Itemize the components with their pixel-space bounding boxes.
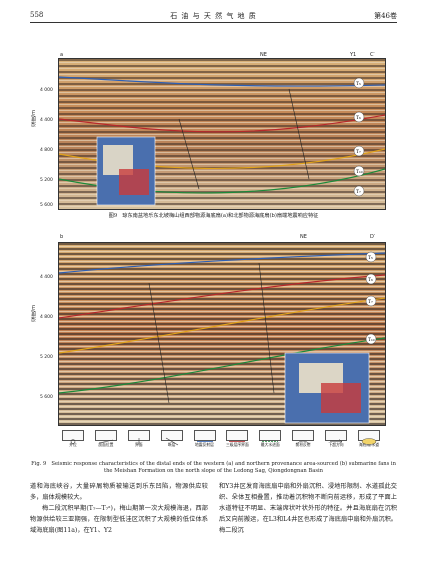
legend-item: 下超方向 [321, 430, 351, 450]
legend-item: 地震反射层 [190, 430, 220, 450]
figure-caption-en-2: the Meishan Formation on the north slope… [104, 468, 323, 474]
seismic-image-b: T₅ T₆ T₇ T₁₀ [59, 243, 385, 425]
seismic-section-a: T₅ T₆ T₇ T₁₀ T₇ [58, 58, 386, 210]
fig-b-horizon: T₁₀ [368, 337, 375, 343]
fig-a-y-tick: 5 600 [40, 203, 53, 208]
paragraph: 道和海底峡谷，大量碎屑物质被输送到乐东凹陷，物源供应较多，扇体规模较大。 [30, 483, 208, 501]
body-column-right: 和Y3井区发育海底扇中扇和外扇沉积、浸地形限制、水道孤此交织、朵体互相叠置，推动… [219, 481, 397, 536]
fig-a-horizon: T₅ [356, 81, 361, 87]
fig-b-y-tick: 5 600 [40, 395, 53, 400]
seismic-image-a: T₅ T₆ T₇ T₁₀ T₇ [59, 59, 385, 209]
fig-a-y-tick: 4 400 [40, 118, 53, 123]
paragraph: 和Y3井区发育海底扇中扇和外扇沉积、浸地形限制、水道孤此交织、朵体互相叠置，推动… [219, 483, 397, 534]
figure-caption-cn: 图9 琼东南盆地乐东北坡梅山组西部物源海底扇(a)和北部物源海底扇(b)扇端地震… [108, 213, 319, 219]
fig-b-corner-right: D′ [370, 234, 375, 240]
fig-a-ne-label: NE [260, 52, 267, 58]
fig-b-ne-label: NE [300, 234, 307, 240]
figure-caption-en-1: Fig. 9 Seismic response characteristics … [31, 461, 396, 467]
fig-a-y-tick: 4 000 [40, 88, 53, 93]
fig-b-y-axis-title: 深度/m [31, 305, 37, 322]
fig-b-y-tick: 4 800 [40, 315, 53, 320]
fig-b-horizon: T₅ [368, 255, 373, 261]
fig-a-horizon: T₇ [356, 189, 361, 195]
fig-a-horizon: T₆ [356, 115, 361, 121]
volume-label: 第46卷 [374, 12, 397, 20]
legend-item: 井位 [58, 430, 88, 450]
legend-item: 三级层序界面 [222, 430, 252, 450]
fig-b-y-tick: 5 200 [40, 355, 53, 360]
fig-a-y-axis-title: 深度/m [31, 110, 37, 127]
fig-b-label: b [60, 234, 64, 240]
legend-item: 断层 [157, 430, 187, 450]
fig-a-label: a [60, 52, 64, 58]
fig-a-y-tick: 4 800 [40, 148, 53, 153]
journal-title: 石 油 与 天 然 气 地 质 [170, 12, 257, 20]
fig-a-horizon: T₇ [356, 149, 361, 155]
fig-b-horizon: T₇ [368, 299, 373, 305]
fig-a-well-label: Y1 [350, 52, 357, 58]
legend-item: 最大水进面 [255, 430, 285, 450]
legend-item: 剖面位置 [91, 430, 121, 450]
seismic-section-b: T₅ T₆ T₇ T₁₀ [58, 242, 386, 426]
legend-item: 海底扇/水道 [354, 430, 384, 450]
figure-legend: 井位 剖面位置 界面 断层 地震反射层 三级层序界面 最大水进面 前积反射 下超… [58, 430, 384, 450]
fig-b-y-tick: 4 400 [40, 275, 53, 280]
fig-a-y-tick: 5 200 [40, 178, 53, 183]
fig-b-horizon: T₆ [368, 277, 373, 283]
page-number: 558 [30, 11, 44, 19]
legend-item: 前积反射 [288, 430, 318, 450]
page-header: 558 石 油 与 天 然 气 地 质 第46卷 [30, 8, 397, 23]
fig-a-horizon: T₁₀ [356, 169, 363, 175]
fig-a-corner-right: C′ [370, 52, 375, 58]
paragraph: 梅二段沉积早期(T₇—T₇ᵃ)，梅山期第一次大规模海退，西部物源供给较三亚期强，… [30, 505, 208, 534]
legend-item: 界面 [124, 430, 154, 450]
body-column-left: 道和海底峡谷，大量碎屑物质被输送到乐东凹陷，物源供应较多，扇体规模较大。 梅二段… [30, 481, 208, 536]
